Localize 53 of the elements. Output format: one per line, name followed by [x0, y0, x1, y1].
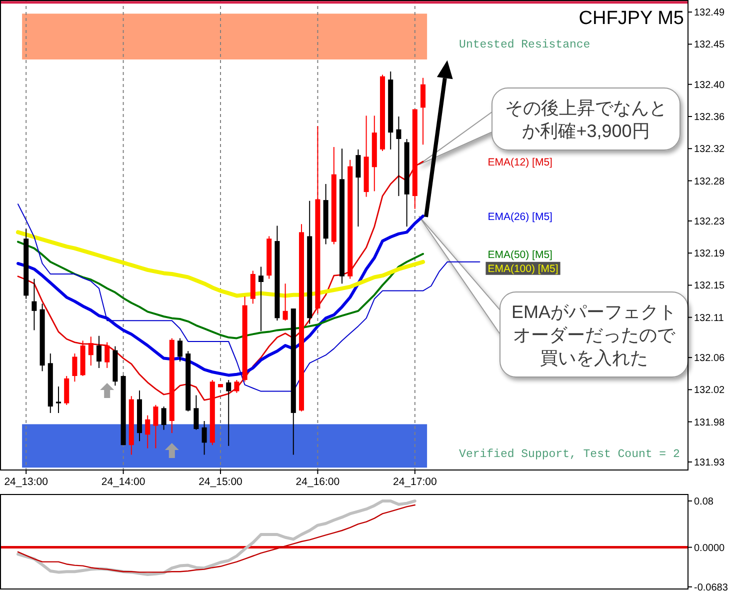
text: EMA(100) [M5]	[488, 262, 558, 275]
y-tick-label: 132.36	[694, 112, 726, 123]
candlestick	[88, 336, 94, 366]
text: EMA(50) [M5]	[488, 248, 553, 261]
text: EMA(26) [M5]	[488, 211, 553, 224]
candlestick	[194, 394, 199, 430]
band-label: Untested Resistance	[459, 38, 590, 52]
candlestick	[234, 380, 240, 394]
candlestick	[145, 414, 150, 449]
band-label: Verified Support, Test Count = 2	[459, 448, 680, 461]
line-series	[18, 204, 480, 392]
candlestick	[56, 386, 62, 414]
y-tick-label: -0.0683	[694, 582, 728, 592]
y-tick-label: 131.93	[694, 457, 726, 468]
y-tick-label: 132.11	[694, 312, 724, 324]
candlestick	[72, 353, 78, 382]
y-tick-label: 132.02	[694, 385, 726, 396]
candlestick	[32, 278, 37, 331]
y-tick-label: 132.15	[694, 280, 726, 292]
text: EMA(12) [M5]	[488, 156, 553, 168]
y-tick-label: 132.49	[694, 8, 726, 19]
y-tick-label: 132.19	[694, 248, 726, 260]
y-tick-label: 0.08	[694, 496, 714, 508]
line-series	[16, 214, 424, 377]
y-tick-label: 132.23	[694, 216, 726, 228]
y-tick-label: 132.32	[694, 144, 726, 156]
candlestick	[202, 420, 207, 456]
x-tick-label: 24_13:00	[4, 476, 48, 488]
x-tick-label: 24_14:00	[101, 476, 146, 488]
line-series	[17, 240, 424, 340]
candlestick	[96, 335, 102, 368]
x-tick-label: 24_15:00	[198, 476, 243, 488]
candlestick	[396, 116, 402, 197]
line-series	[16, 230, 425, 298]
candlestick	[420, 77, 426, 146]
y-tick-label: 132.06	[694, 353, 726, 364]
y-tick-label: 0.0000	[694, 542, 726, 554]
y-tick-label: 132.40	[694, 80, 726, 91]
y-tick-label: 131.98	[694, 417, 726, 428]
candlestick	[104, 342, 110, 368]
candlestick	[177, 338, 183, 362]
candlestick	[282, 283, 288, 322]
candlestick	[258, 266, 264, 332]
x-tick-label: 24_16:00	[296, 476, 340, 488]
candlestick	[161, 406, 166, 430]
y-tick-label: 132.45	[694, 40, 726, 51]
candlestick	[226, 380, 232, 446]
y-tick-label: 132.28	[694, 176, 726, 188]
candlestick	[153, 404, 158, 449]
text: CHFJPY M5	[578, 8, 684, 29]
line-series	[17, 160, 424, 401]
candlestick	[356, 148, 361, 228]
x-tick-label: 24_17:00	[393, 476, 437, 488]
